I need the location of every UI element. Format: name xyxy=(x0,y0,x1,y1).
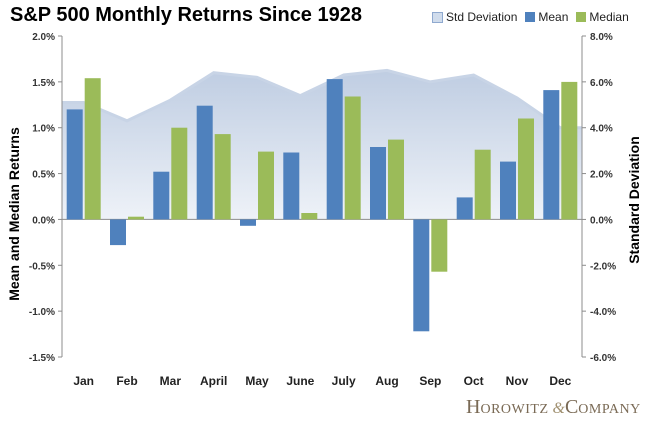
legend-swatch-median xyxy=(576,12,587,22)
x-tick-label: May xyxy=(245,374,269,388)
logo-text-orowitz: OROWITZ xyxy=(480,402,549,417)
bar-median xyxy=(171,127,188,220)
x-tick-label: Aug xyxy=(375,374,398,388)
bar-median xyxy=(258,151,274,220)
bar-mean xyxy=(326,79,343,220)
x-tick-label: Feb xyxy=(116,374,137,388)
company-logo: HOROWITZ &COMPANY xyxy=(466,396,641,419)
y-tick-label-right: -4.0% xyxy=(590,307,616,318)
x-tick-label: Jan xyxy=(73,374,94,388)
x-tick-label: July xyxy=(332,374,356,388)
y-tick-label-right: 0.0% xyxy=(590,215,613,226)
bar-mean xyxy=(370,147,386,220)
x-tick-label: April xyxy=(200,374,227,388)
y-tick-label-right: 4.0% xyxy=(590,124,613,135)
y-tick-label-left: -0.5% xyxy=(29,261,55,272)
y-tick-label-left: 1.0% xyxy=(32,124,55,135)
bar-mean xyxy=(196,105,213,220)
y-tick-label-right: -6.0% xyxy=(590,353,616,364)
bar-median xyxy=(214,134,231,220)
bar-mean xyxy=(240,219,256,226)
bar-median xyxy=(561,81,578,220)
bar-median xyxy=(518,118,534,220)
bar-mean xyxy=(500,161,516,220)
y-tick-label-right: -2.0% xyxy=(590,261,616,272)
x-tick-label: Sep xyxy=(419,374,441,388)
bar-median xyxy=(84,78,101,220)
bar-mean xyxy=(153,171,170,220)
bar-mean xyxy=(456,197,473,220)
bar-median xyxy=(344,96,361,220)
bar-median xyxy=(301,213,318,220)
x-tick-label: Mar xyxy=(160,374,182,388)
y-tick-label-right: 6.0% xyxy=(590,78,613,89)
chart-legend: Std Deviation Mean Median xyxy=(432,10,629,24)
y-axis-label-left: Mean and Median Returns xyxy=(6,127,22,301)
y-tick-label-left: -1.0% xyxy=(29,307,55,318)
x-tick-label: June xyxy=(286,374,314,388)
legend-swatch-std xyxy=(432,11,443,23)
logo-text-ompany: OMPANY xyxy=(578,402,641,417)
bar-median xyxy=(431,219,448,272)
legend-item-median: Median xyxy=(576,10,629,24)
y-tick-label-left: 0.0% xyxy=(32,215,55,226)
bar-mean xyxy=(66,109,83,220)
bar-median xyxy=(474,149,491,220)
bar-mean xyxy=(283,152,300,220)
y-axis-label-right: Standard Deviation xyxy=(626,136,642,264)
chart-title: S&P 500 Monthly Returns Since 1928 xyxy=(10,4,362,26)
bar-mean xyxy=(413,219,430,332)
bar-median xyxy=(128,216,144,220)
legend-item-mean: Mean xyxy=(525,10,568,24)
logo-ampersand: & xyxy=(552,400,565,417)
x-tick-label: Oct xyxy=(464,374,484,388)
legend-item-std: Std Deviation xyxy=(432,10,517,24)
bar-median xyxy=(388,139,404,220)
y-tick-label-right: 2.0% xyxy=(590,170,613,181)
y-tick-label-left: -1.5% xyxy=(29,353,55,364)
bar-mean xyxy=(543,90,560,220)
std-deviation-area xyxy=(62,70,582,220)
legend-swatch-mean xyxy=(525,12,536,22)
x-tick-label: Nov xyxy=(506,374,529,388)
legend-label-mean: Mean xyxy=(538,10,569,24)
std-deviation-line xyxy=(61,68,583,130)
y-tick-label-left: 0.5% xyxy=(32,170,55,181)
y-tick-label-left: 1.5% xyxy=(32,78,55,89)
legend-label-median: Median xyxy=(589,10,629,24)
bar-mean xyxy=(110,219,126,246)
logo-letter-c: C xyxy=(564,396,579,418)
y-tick-label-right: 8.0% xyxy=(590,32,613,43)
x-tick-label: Dec xyxy=(549,374,571,388)
y-tick-label-left: 2.0% xyxy=(32,32,55,43)
logo-letter-h: H xyxy=(466,396,481,418)
legend-label-std: Std Deviation xyxy=(446,10,518,24)
